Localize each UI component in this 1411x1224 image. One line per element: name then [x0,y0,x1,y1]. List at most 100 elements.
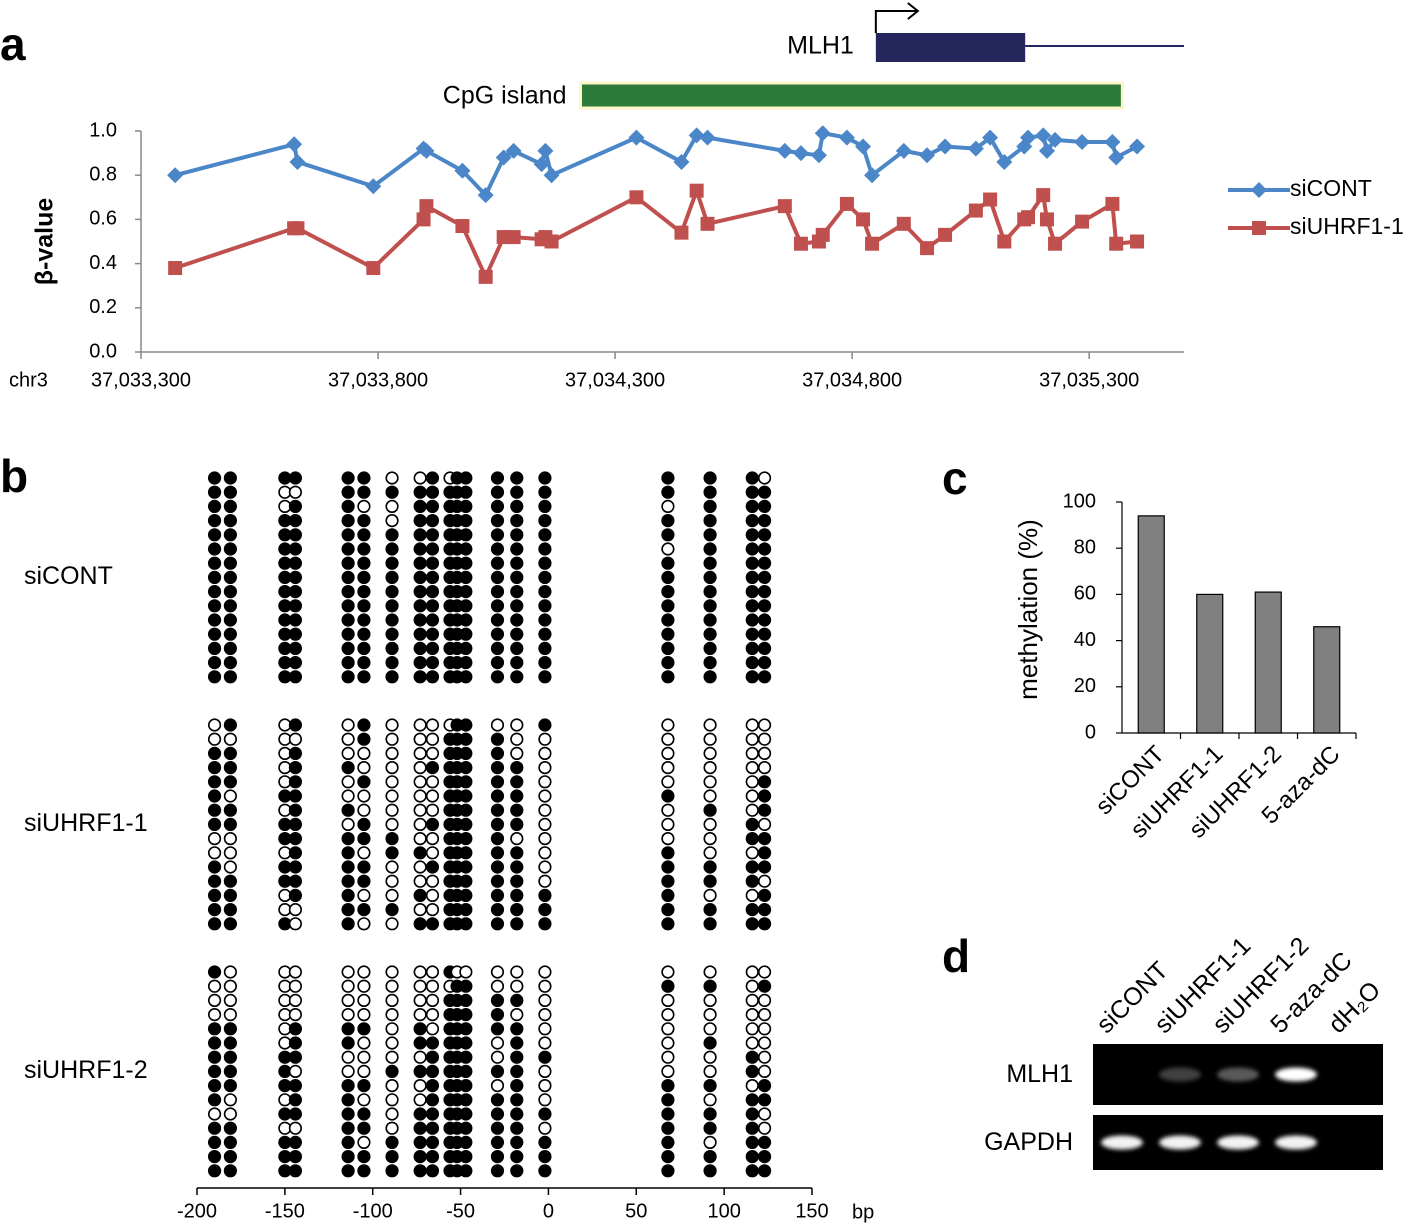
cpg-site [385,888,399,903]
data-point [896,216,911,231]
cpg-site [703,1121,717,1135]
cpg-site [357,1121,371,1135]
cpg-site [703,917,717,931]
cpg-site [425,542,440,556]
cpg-site [357,1093,371,1107]
data-point [478,269,493,284]
cpg-site [425,1093,440,1107]
cpg-site [661,584,675,599]
cpg-site [538,902,552,917]
cpg-site [425,627,440,641]
sample-label: siCONT [24,562,113,590]
data-point [537,142,554,159]
cpg-site [538,485,552,499]
cpg-site [207,1050,222,1064]
cpg-site [745,1036,759,1050]
cpg-site [341,485,355,499]
cpg-site [510,846,524,860]
cpg-site [490,1121,505,1135]
cpg-site [490,803,505,817]
cpg-site [385,1007,399,1022]
data-point [365,178,382,195]
cpg-site [357,613,371,627]
data-point [290,221,305,236]
data-point [1038,142,1055,159]
cpg-site [459,1050,473,1064]
cpg-site [425,641,440,656]
cpg-site [425,556,440,570]
data-point [455,219,470,234]
data-point [856,212,871,227]
cpg-site [341,1050,355,1064]
band [1217,1067,1259,1082]
cpg-site [459,1149,473,1164]
cpg-site [757,655,772,670]
cpg-site [745,760,759,775]
cpg-site [703,803,717,817]
cpg-site [357,718,371,732]
cpg-site [223,979,237,993]
cpg-site [357,917,371,931]
cpg-site [538,979,552,993]
cpg-site [207,499,222,514]
cpg-site [745,860,759,874]
cpg-site [538,760,552,775]
cpg-site [757,917,772,931]
cpg-site [413,1093,427,1107]
cpg-site [490,556,505,570]
cpg-site [357,1135,371,1149]
cpg-site [425,760,440,775]
data-point [688,127,705,144]
cpg-site [385,556,399,570]
cpg-site [223,1022,237,1036]
cpg-site [425,1135,440,1149]
data-point [366,261,381,276]
cpg-site [413,1164,427,1178]
y-tick-label: 0 [1085,721,1096,743]
cpg-site [413,789,427,803]
cpg-site [413,917,427,931]
cpg-site [341,1121,355,1135]
cpg-site [490,485,505,499]
cpg-site [223,528,237,542]
cpg-site [425,1149,440,1164]
cpg-site [703,570,717,585]
cpg-site [538,993,552,1008]
cpg-site [510,1107,524,1121]
cpg-site [385,993,399,1008]
cpg-site [661,1107,675,1121]
cpg-site [661,613,675,627]
cpg-site [661,888,675,903]
cpg-site [385,471,399,485]
cpg-site [413,655,427,670]
cpg-site [425,746,440,761]
cpg-site [745,499,759,514]
cpg-site [703,993,717,1008]
cpg-site [413,803,427,817]
cpg-site [357,732,371,746]
cpg-site [341,556,355,570]
cpg-site [661,993,675,1008]
cpg-site [490,979,505,993]
cpg-site [223,775,237,789]
cpg-site [288,584,303,599]
cpg-site [341,902,355,917]
cpg-site [538,860,552,874]
cpg-site [703,471,717,485]
cpg-site [413,732,427,746]
cpg-site [413,1135,427,1149]
cpg-site [510,993,524,1008]
data-point [416,212,431,227]
cpg-site [207,789,222,803]
cpg-site [357,993,371,1008]
cpg-site [425,789,440,803]
data-point [1104,134,1121,151]
x-tick-label: -150 [265,1200,305,1222]
data-point [533,156,550,173]
y-tick-label: 0.6 [89,208,117,230]
cpg-site [425,471,440,485]
data-point [865,236,880,251]
cpg-site [661,1135,675,1149]
cpg-site [703,542,717,556]
cpg-site [661,599,675,613]
